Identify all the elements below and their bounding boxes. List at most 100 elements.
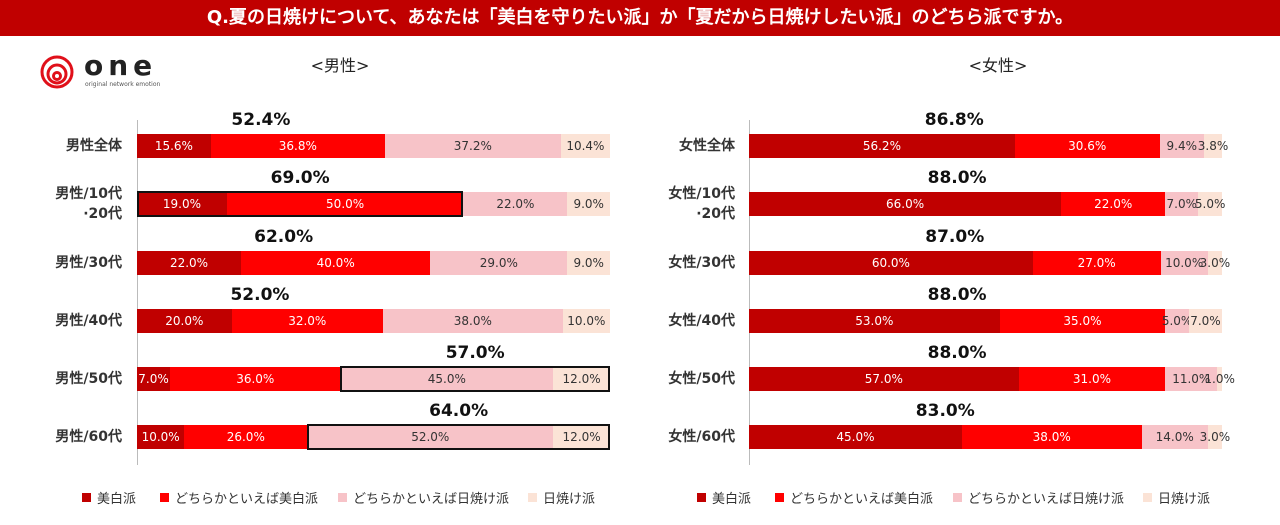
category-label: 男性全体 bbox=[66, 138, 122, 154]
bar-segment bbox=[430, 251, 568, 275]
bar-segment bbox=[1018, 367, 1166, 391]
value-label: 36.0% bbox=[236, 372, 275, 386]
value-label: 35.0% bbox=[1063, 314, 1102, 328]
bar-segment bbox=[1207, 425, 1222, 449]
highlight-outline bbox=[137, 191, 464, 217]
bar-segment bbox=[560, 134, 610, 158]
category-label: 女性/40代 bbox=[668, 313, 735, 329]
total-label: 83.0% bbox=[915, 401, 975, 421]
axis-line bbox=[749, 120, 750, 465]
bar-segment bbox=[137, 425, 185, 449]
value-label: 38.0% bbox=[1032, 430, 1071, 444]
bar-segment bbox=[307, 425, 554, 449]
value-label: 10.4% bbox=[566, 139, 605, 153]
value-label: 9.4% bbox=[1166, 139, 1198, 153]
total-label: 52.4% bbox=[231, 110, 291, 130]
bar-segment bbox=[749, 367, 1019, 391]
chart-title: <男性> bbox=[310, 56, 370, 75]
value-label: 22.0% bbox=[169, 256, 209, 270]
legend-swatch bbox=[528, 493, 537, 502]
bar-segment bbox=[1141, 425, 1208, 449]
category-label: 女性/30代 bbox=[668, 255, 735, 271]
bar-segment bbox=[1159, 134, 1205, 158]
value-label: 12.0% bbox=[562, 430, 601, 444]
value-label: 7.0% bbox=[1190, 314, 1221, 328]
total-label: 52.0% bbox=[230, 285, 290, 305]
total-label: 62.0% bbox=[254, 227, 314, 247]
legend-item: どちらかといえば美白派 bbox=[160, 488, 318, 507]
bar-segment bbox=[1160, 251, 1208, 275]
value-label: 11.0% bbox=[1172, 372, 1211, 386]
bar-segment bbox=[553, 367, 610, 391]
bar-segment bbox=[137, 192, 227, 216]
legend-item: 日焼け派 bbox=[528, 488, 595, 507]
category-label: 男性/10代·20代 bbox=[55, 186, 122, 222]
total-label: 88.0% bbox=[927, 343, 987, 363]
header-title: Q.夏の日焼けについて、あなたは「美白を守りたい派」か「夏だから日焼けしたい派」… bbox=[0, 0, 1280, 36]
legend-swatch bbox=[697, 493, 706, 502]
bar-segment bbox=[562, 309, 610, 333]
bar-segment bbox=[1217, 367, 1222, 391]
value-label: 9.0% bbox=[573, 197, 604, 211]
legend-item: どちらかといえば美白派 bbox=[775, 488, 933, 507]
total-label: 57.0% bbox=[445, 343, 505, 363]
legend-label: どちらかといえば日焼け派 bbox=[353, 492, 510, 507]
value-label: 31.0% bbox=[1072, 372, 1111, 386]
bar-segment bbox=[749, 425, 962, 449]
value-label: 3.0% bbox=[1199, 430, 1231, 444]
legend-label: 日焼け派 bbox=[1158, 492, 1211, 507]
total-label: 64.0% bbox=[429, 401, 489, 421]
legend-swatch bbox=[82, 493, 91, 502]
bar-segment bbox=[137, 367, 171, 391]
total-label: 86.8% bbox=[924, 110, 984, 130]
legend-swatch bbox=[775, 493, 784, 502]
logo-tagline: original network emotion bbox=[85, 81, 161, 88]
category-label: 男性/30代 bbox=[55, 255, 122, 271]
legend-swatch bbox=[953, 493, 962, 502]
bar-segment bbox=[1188, 309, 1222, 333]
value-label: 5.0% bbox=[1161, 314, 1193, 328]
category-label: 男性/60代 bbox=[55, 429, 122, 445]
bar-segment bbox=[382, 309, 563, 333]
legend-label: どちらかといえば美白派 bbox=[175, 492, 319, 507]
bar-segment bbox=[137, 134, 211, 158]
legend-swatch bbox=[338, 493, 347, 502]
value-label: 56.2% bbox=[862, 139, 901, 153]
bar-segment bbox=[553, 425, 610, 449]
value-label: 45.0% bbox=[427, 372, 466, 386]
bar-segment bbox=[137, 251, 242, 275]
value-label: 45.0% bbox=[836, 430, 875, 444]
value-label: 20.0% bbox=[165, 314, 204, 328]
highlight-outline bbox=[307, 424, 610, 450]
value-label: 27.0% bbox=[1077, 256, 1116, 270]
value-label: 29.0% bbox=[479, 256, 518, 270]
value-label: 38.0% bbox=[453, 314, 492, 328]
total-label: 69.0% bbox=[270, 168, 330, 188]
category-label: 男性/40代 bbox=[55, 313, 122, 329]
bar-segment bbox=[961, 425, 1142, 449]
bar-segment bbox=[1204, 134, 1222, 158]
bar-segment bbox=[1061, 192, 1166, 216]
bar-segment bbox=[749, 251, 1033, 275]
bar-segment bbox=[749, 192, 1062, 216]
bar-segment bbox=[1165, 309, 1189, 333]
value-label: 12.0% bbox=[562, 372, 601, 386]
value-label: 5.0% bbox=[1194, 197, 1226, 211]
bar-segment bbox=[749, 134, 1015, 158]
bar-segment bbox=[231, 309, 383, 333]
bar-segment bbox=[1032, 251, 1161, 275]
legend-swatch bbox=[1143, 493, 1152, 502]
logo-icon bbox=[40, 55, 74, 89]
legend-item: 美白派 bbox=[697, 488, 751, 507]
value-label: 32.0% bbox=[288, 314, 327, 328]
bar-segment bbox=[1014, 134, 1160, 158]
value-label: 1.0% bbox=[1204, 372, 1235, 386]
value-label: 26.0% bbox=[226, 430, 265, 444]
bar-segment bbox=[463, 192, 568, 216]
bar-segment bbox=[340, 367, 554, 391]
axis-line bbox=[137, 120, 138, 465]
value-label: 15.6% bbox=[154, 139, 193, 153]
bar-segment bbox=[567, 251, 610, 275]
category-label: 女性/50代 bbox=[668, 371, 735, 387]
